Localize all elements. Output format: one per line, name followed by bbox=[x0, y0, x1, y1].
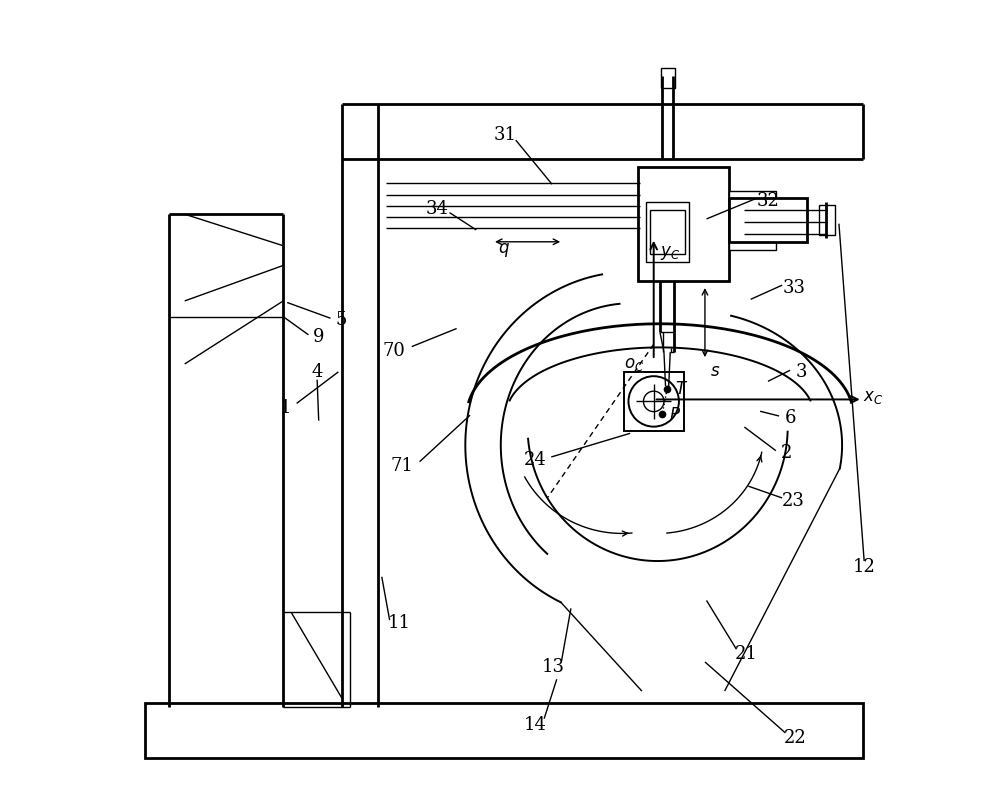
Text: 31: 31 bbox=[493, 127, 516, 145]
Text: 3: 3 bbox=[795, 363, 807, 380]
Text: 4: 4 bbox=[311, 363, 323, 380]
Text: 5: 5 bbox=[335, 311, 346, 329]
Text: 23: 23 bbox=[782, 492, 805, 510]
Text: 24: 24 bbox=[524, 451, 547, 469]
Text: 13: 13 bbox=[542, 657, 565, 676]
Text: 9: 9 bbox=[313, 328, 324, 346]
Text: 2: 2 bbox=[781, 444, 793, 462]
Bar bbox=[145, 703, 863, 758]
Bar bbox=[661, 68, 675, 88]
Circle shape bbox=[643, 392, 664, 411]
Text: 12: 12 bbox=[853, 558, 876, 577]
Text: $P$: $P$ bbox=[669, 407, 681, 425]
Bar bbox=[819, 205, 835, 236]
Text: 6: 6 bbox=[784, 409, 796, 426]
Text: 14: 14 bbox=[524, 716, 547, 734]
Text: 11: 11 bbox=[388, 614, 411, 631]
Circle shape bbox=[628, 377, 679, 426]
Bar bbox=[729, 191, 776, 250]
Text: $o_C$: $o_C$ bbox=[624, 356, 644, 373]
Text: 32: 32 bbox=[757, 191, 779, 210]
Bar bbox=[729, 199, 807, 242]
Text: 71: 71 bbox=[390, 457, 413, 475]
Bar bbox=[650, 210, 685, 254]
Text: $x_C$: $x_C$ bbox=[863, 389, 883, 407]
Bar bbox=[638, 167, 729, 282]
Bar bbox=[646, 202, 689, 262]
Bar bbox=[624, 372, 684, 431]
Text: 33: 33 bbox=[783, 278, 806, 297]
Text: 34: 34 bbox=[426, 200, 448, 218]
Text: 70: 70 bbox=[383, 342, 406, 360]
Text: $T$: $T$ bbox=[675, 380, 688, 398]
Text: $y_C$: $y_C$ bbox=[660, 244, 680, 262]
Text: $q$: $q$ bbox=[498, 240, 510, 259]
Text: 21: 21 bbox=[734, 645, 757, 663]
Text: $s$: $s$ bbox=[710, 363, 720, 380]
Text: 22: 22 bbox=[783, 729, 806, 747]
Text: 1: 1 bbox=[280, 399, 291, 417]
